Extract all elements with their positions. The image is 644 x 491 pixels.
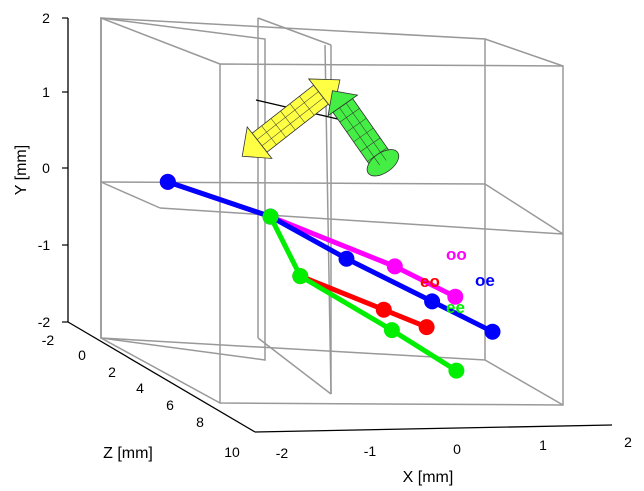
z-tick-label: 0 xyxy=(78,347,86,363)
data-point-eo xyxy=(375,301,392,318)
series-label-eo: eo xyxy=(420,272,440,291)
y-tick-label: -2 xyxy=(38,314,51,330)
data-point-ee xyxy=(448,362,465,379)
y-tick-label: 2 xyxy=(42,10,50,26)
box-wireframe xyxy=(100,17,564,406)
z-axis-label: Z [mm] xyxy=(103,445,153,462)
x-tick-label: 0 xyxy=(453,441,461,457)
axis-lines xyxy=(67,18,613,433)
y-axis-label: Y [mm] xyxy=(13,145,30,195)
x-tick-label: 1 xyxy=(539,437,547,453)
z-tick-label: 10 xyxy=(224,444,240,460)
series-line-ee xyxy=(268,214,459,374)
arrow-glyphs xyxy=(241,78,400,177)
x-axis-label: X [mm] xyxy=(403,469,454,486)
data-point-eo xyxy=(418,319,435,336)
data-point-oo xyxy=(386,258,403,275)
z-tick-labels: -2 0 2 4 6 8 10 xyxy=(42,332,240,460)
series-label-oo: oo xyxy=(446,245,467,264)
y-tick-label: 0 xyxy=(42,160,50,176)
y-tick-label: 1 xyxy=(42,84,50,100)
series-line-eo xyxy=(297,273,430,330)
data-point-ee xyxy=(262,208,279,225)
x-tick-label: -2 xyxy=(276,445,289,461)
z-tick-label: 4 xyxy=(136,380,144,396)
x-tick-labels: -2 -1 0 1 2 xyxy=(276,434,632,461)
y-tick-label: -1 xyxy=(38,237,51,253)
z-tick-label: 2 xyxy=(108,364,116,380)
trace-labels: oo oe eo ee xyxy=(420,245,495,317)
z-tick-label: 8 xyxy=(196,414,204,430)
data-point-ee xyxy=(383,322,400,339)
data-point-ee xyxy=(292,268,309,285)
data-point-oe xyxy=(484,323,501,340)
axis-ticks xyxy=(62,17,68,323)
x-tick-label: -1 xyxy=(364,443,377,459)
data-point-oe xyxy=(424,293,441,310)
x-tick-label: 2 xyxy=(624,434,632,450)
z-axis-line xyxy=(67,321,256,433)
green-arrow xyxy=(327,90,400,177)
z-tick-label: 6 xyxy=(166,397,174,413)
data-point-oe xyxy=(338,250,355,267)
series-label-oe: oe xyxy=(475,271,495,290)
y-tick-labels: 2 1 0 -1 -2 xyxy=(38,10,51,330)
traces xyxy=(159,173,501,379)
data-point-oo xyxy=(447,288,464,305)
z-tick-label: -2 xyxy=(42,332,55,348)
data-point-oe xyxy=(159,173,176,190)
series-label-ee: ee xyxy=(446,298,465,317)
x-axis-line xyxy=(254,424,613,433)
